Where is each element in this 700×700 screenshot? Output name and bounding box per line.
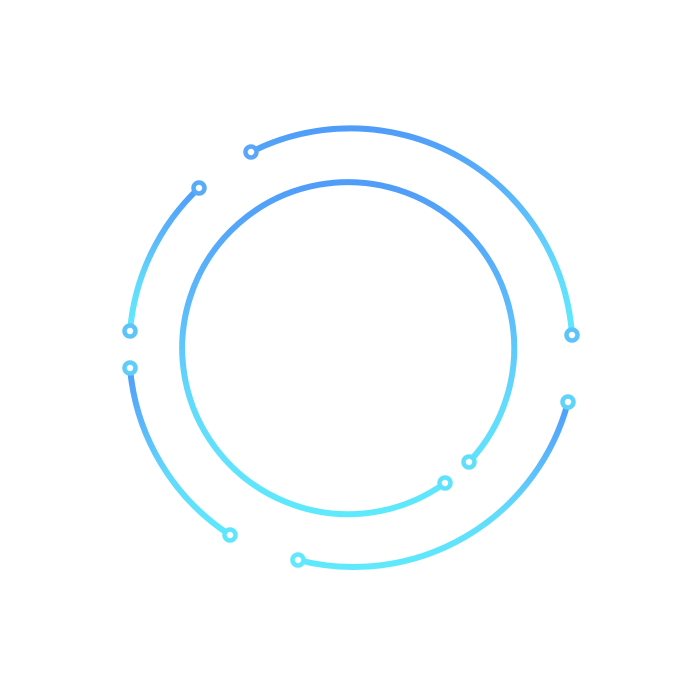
marker-inner-upper — [461, 454, 477, 470]
outer-left-upper-segment — [127, 185, 202, 334]
marker-outer-left-mid-lower — [122, 360, 138, 376]
inner-ring — [179, 179, 518, 518]
marker-outer-left-mid-upper — [122, 323, 138, 339]
marker-outer-top-left — [243, 144, 259, 160]
marker-outer-bottom-left — [222, 527, 238, 543]
outer-top-right-segment — [248, 125, 575, 338]
marker-outer-bottom-center — [290, 552, 306, 568]
outer-ring — [127, 125, 575, 570]
outer-bottom-right-segment — [295, 399, 571, 570]
outer-bottom-left-segment — [127, 365, 233, 538]
inner-main-arc — [179, 179, 518, 518]
marker-inner-lower — [437, 475, 453, 491]
marker-outer-right-upper — [564, 327, 580, 343]
marker-outer-left-top — [191, 180, 207, 196]
endpoint-markers — [122, 144, 580, 568]
marker-outer-right-lower — [560, 394, 576, 410]
